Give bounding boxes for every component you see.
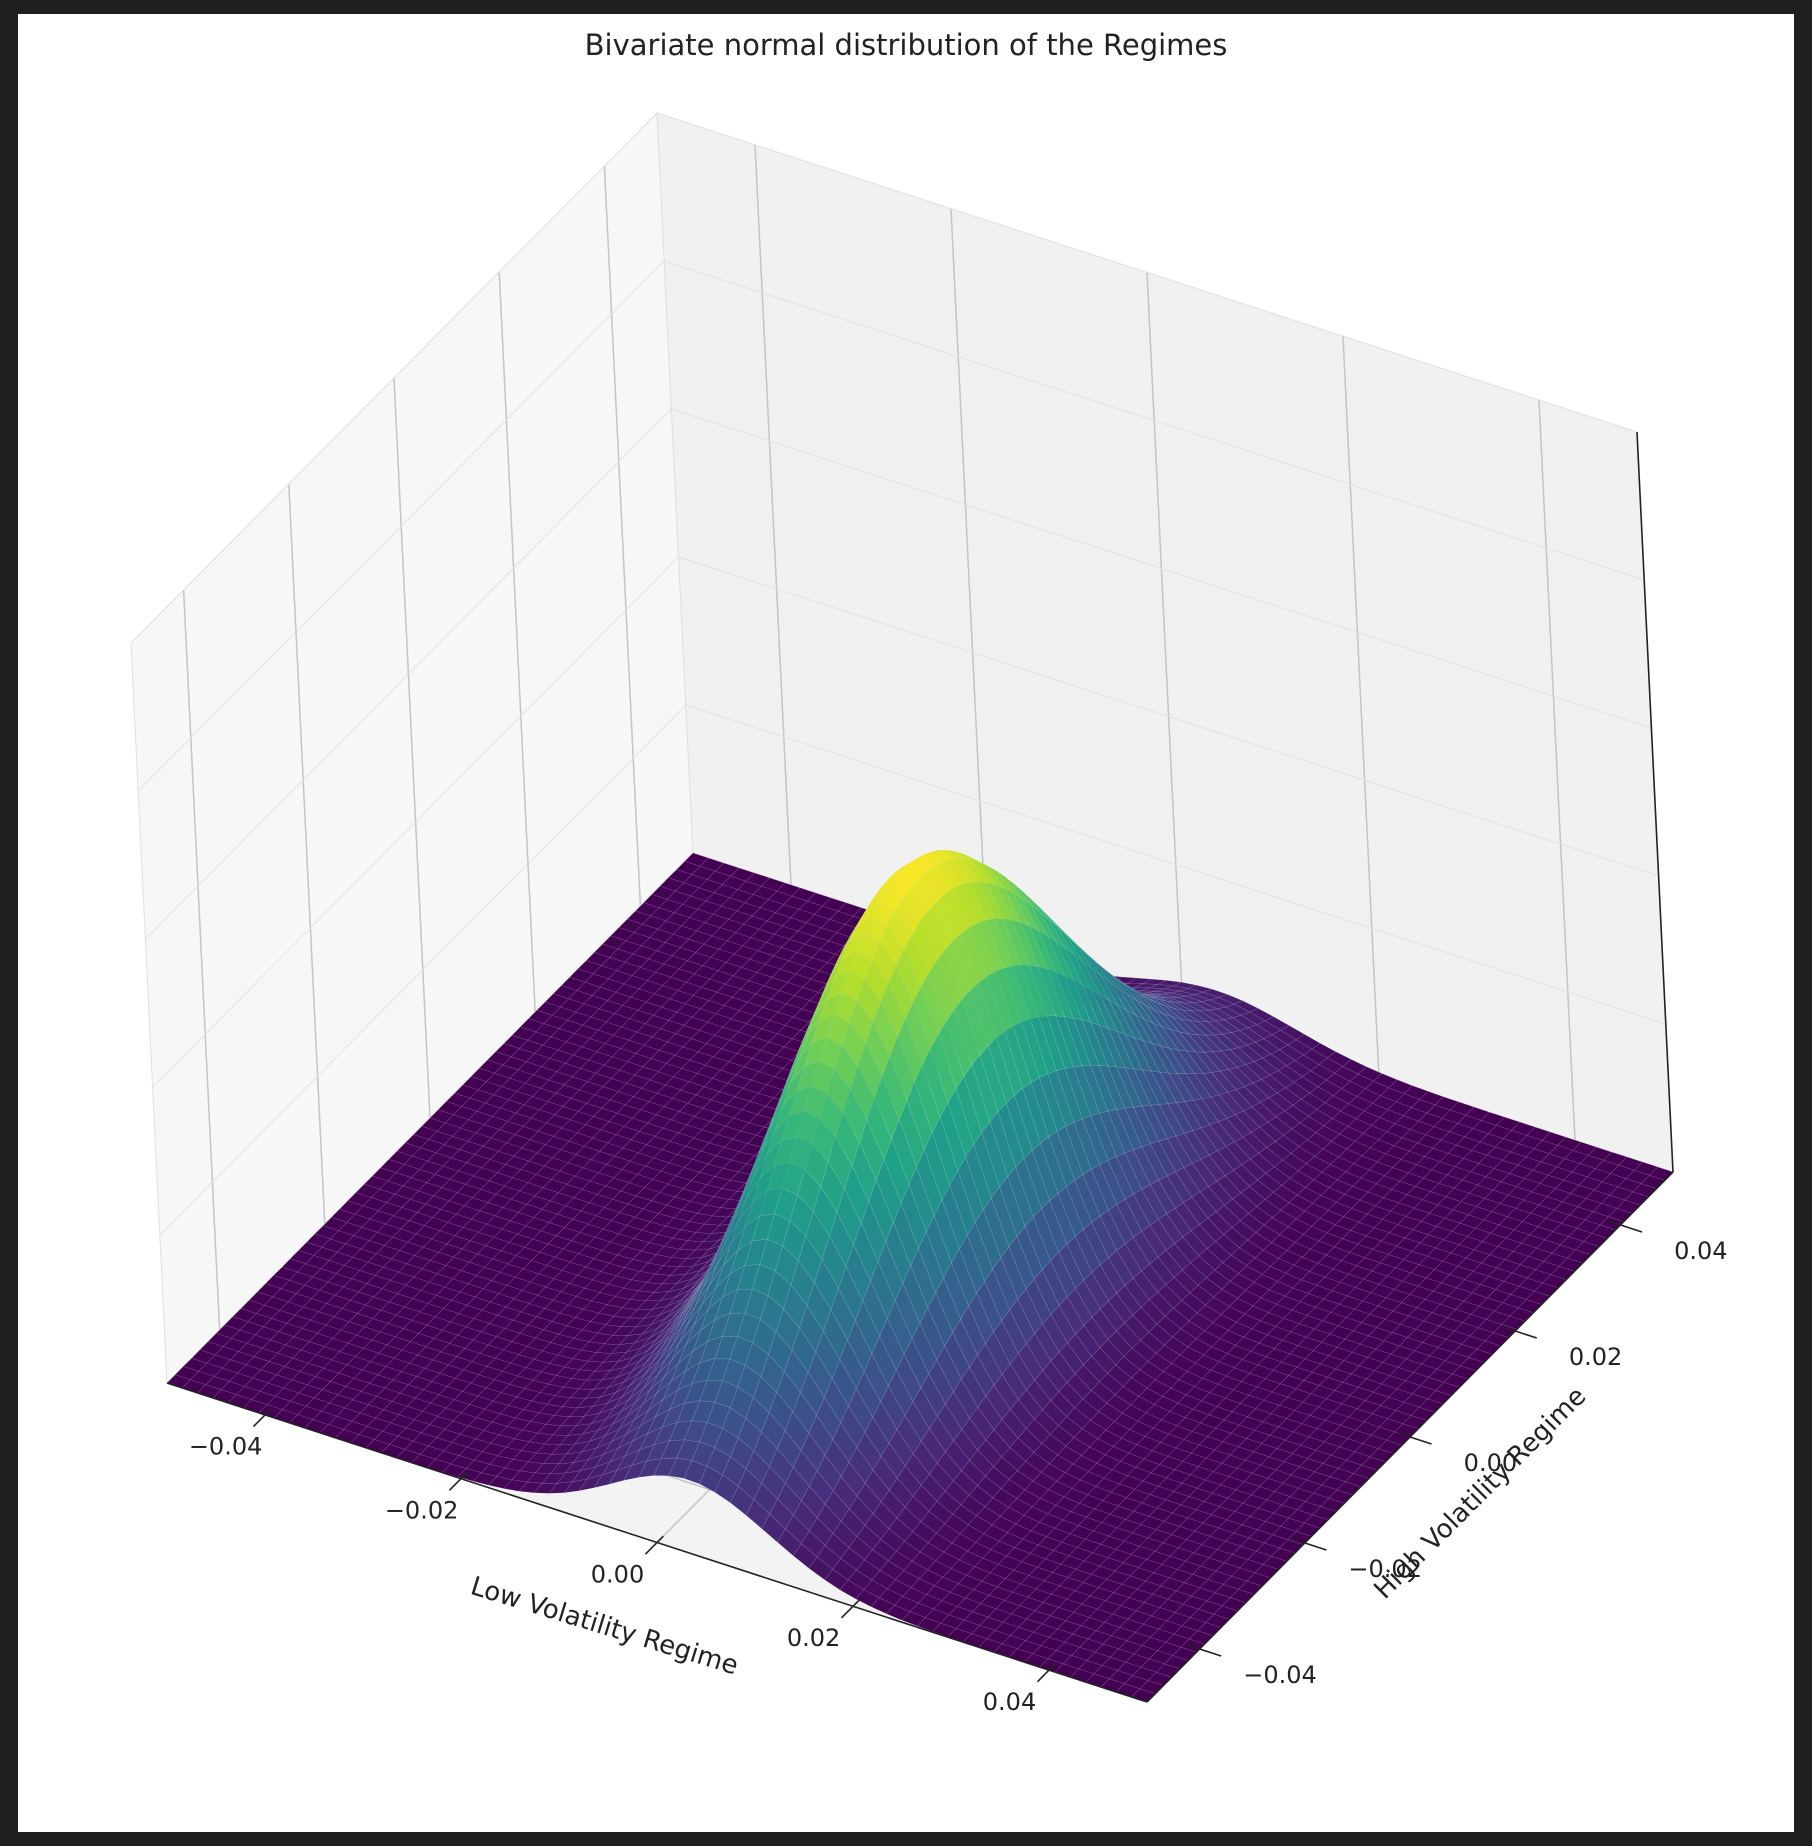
z-grid-line-1 [159,704,1666,1236]
y-tick-label-4: 0.04 [1674,1237,1727,1265]
y-tick-label-3: 0.02 [1569,1343,1622,1371]
z-grid-line-4 [137,260,1645,792]
x-tick-label-2: 0.00 [591,1560,644,1588]
z-grid-line-2 [152,556,1659,1088]
x-tick-label-1: −0.02 [385,1497,459,1525]
surface-plot [166,849,1674,1703]
z-grid-line-3 [145,408,1652,940]
y-tick-label-0: −0.04 [1243,1661,1317,1689]
z-grid-line-5 [130,112,1638,644]
x-tick-label-3: 0.02 [787,1624,840,1652]
x-tick-label-4: 0.04 [983,1688,1036,1716]
chart-title: Bivariate normal distribution of the Reg… [585,28,1228,62]
x-tick-label-0: −0.04 [189,1433,263,1461]
